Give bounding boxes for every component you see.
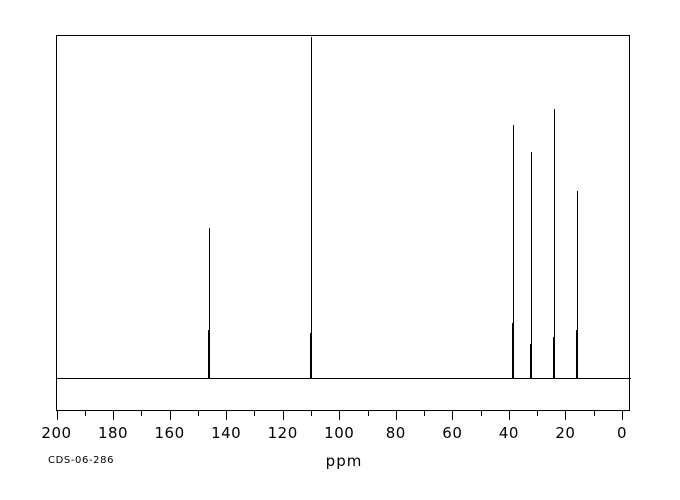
sample-id-label: CDS-06-286 (48, 455, 115, 466)
spectrum-peak-foot (553, 336, 555, 378)
x-axis-tick-minor (594, 411, 595, 416)
x-axis-tick-minor (198, 411, 199, 416)
spectrum-peak-foot (576, 329, 578, 378)
spectrum-peak (554, 108, 555, 378)
x-axis-tick-major (396, 411, 397, 420)
x-axis-tick-label: 20 (555, 424, 576, 442)
spectrum-peak (209, 228, 210, 378)
spectrum-peak-foot (310, 333, 312, 378)
spectrum-peak-foot (530, 343, 532, 378)
spectrum-peak (311, 36, 312, 378)
x-axis-tick-label: 140 (211, 424, 242, 442)
x-axis-tick-label: 180 (97, 424, 129, 442)
x-axis-tick-label: 160 (154, 424, 185, 442)
x-axis-tick-label: 60 (442, 424, 463, 442)
spectrum-peak (577, 191, 578, 378)
x-axis-tick-label: 120 (267, 424, 298, 442)
x-axis-tick-label: 100 (324, 424, 355, 442)
x-axis-ticks (0, 411, 680, 425)
x-axis-tick-major (339, 411, 340, 420)
spectrum-peak-foot (512, 323, 514, 378)
spectrum-baseline (56, 378, 631, 379)
x-axis-tick-major (509, 411, 510, 420)
x-axis-tick-major (565, 411, 566, 420)
x-axis-tick-minor (141, 411, 142, 416)
x-axis-tick-minor (254, 411, 255, 416)
x-axis-tick-label: 0 (616, 424, 628, 442)
x-axis-tick-minor (311, 411, 312, 416)
x-axis-tick-major (226, 411, 227, 420)
x-axis-tick-major (622, 411, 623, 420)
x-axis-title-text: ppm (325, 452, 363, 470)
plot-frame (56, 35, 630, 411)
x-axis-tick-major (170, 411, 171, 420)
spectrum-peak (513, 125, 514, 378)
x-axis-tick-major (452, 411, 453, 420)
x-axis-tick-major (283, 411, 284, 420)
spectrum-peak (531, 151, 532, 378)
x-axis-tick-minor (481, 411, 482, 416)
x-axis-tick-minor (537, 411, 538, 416)
x-axis-tick-label: 200 (41, 424, 72, 442)
spectrum-peak-foot (208, 329, 210, 378)
x-axis-title: ppm (0, 452, 680, 470)
x-axis-tick-minor (424, 411, 425, 416)
x-axis-tick-labels: 200 180 160 140 120 100 80 60 40 20 0 (0, 424, 680, 446)
x-axis-tick-label: 80 (385, 424, 406, 442)
x-axis-tick-minor (368, 411, 369, 416)
x-axis-tick-minor (85, 411, 86, 416)
x-axis-tick-label: 40 (498, 424, 519, 442)
x-axis-tick-major (113, 411, 114, 420)
x-axis-tick-major (57, 411, 58, 420)
